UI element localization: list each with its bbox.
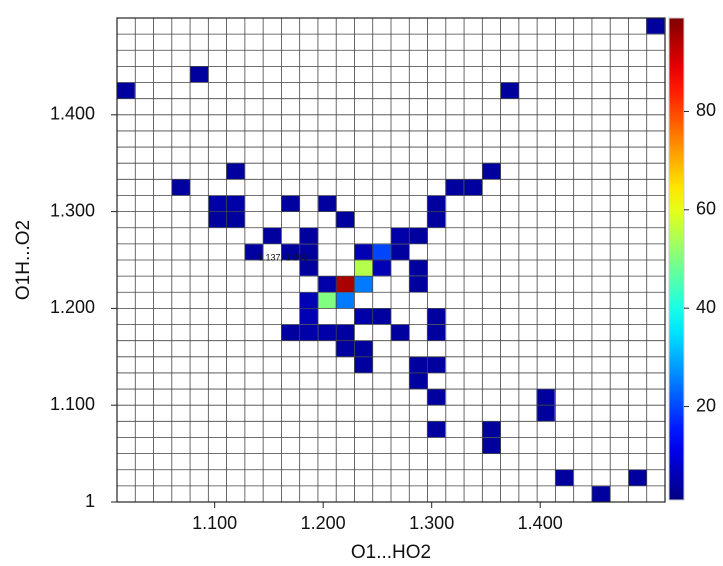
heatmap-cell: [354, 308, 373, 325]
heatmap-cell: [263, 227, 282, 244]
heatmap-cell: [409, 276, 428, 293]
heatmap-cell: [116, 82, 135, 99]
heatmap-cell: [299, 259, 319, 276]
heatmap-cell: [354, 276, 373, 293]
heatmap-cell: [299, 292, 319, 309]
heatmap-cell: [536, 404, 555, 422]
heatmap-cell: [391, 244, 410, 261]
heatmap-cell: [226, 162, 245, 180]
heatmap-cell: [372, 308, 391, 325]
heatmap-cell: [500, 82, 519, 99]
heatmap-cell: [299, 308, 319, 325]
heatmap-cell: [426, 356, 446, 373]
heatmap-cell: [426, 211, 446, 228]
colorbar-tick-label: 20: [696, 395, 716, 415]
heatmap-cell: [354, 244, 373, 261]
y-tick-label: 1.400: [50, 104, 95, 124]
y-tick-label: 1.100: [50, 394, 95, 414]
heatmap-cell: [354, 340, 373, 358]
heatmap-cell: [445, 179, 464, 196]
heatmap-cell: [281, 324, 300, 341]
colorbar-tick-label: 40: [696, 297, 716, 317]
heatmap-cell: [426, 308, 446, 325]
x-axis-title: O1...HO2: [351, 542, 431, 563]
heatmap-cell: [318, 195, 337, 212]
heatmap-cell: [426, 421, 446, 438]
heatmap-cell: [409, 227, 428, 244]
heatmap-cell: [409, 259, 428, 276]
heatmap-cell: [318, 276, 337, 293]
heatmap-cell: [536, 389, 555, 406]
heatmap-cell: [646, 17, 665, 34]
annotation: 1.137, 1.260: [258, 252, 308, 262]
heatmap-cell: [226, 211, 245, 228]
heatmap-cell: [554, 469, 574, 486]
heatmap-cell: [318, 292, 337, 309]
colorbar: [668, 17, 685, 501]
y-axis-title: O1H...O2: [13, 220, 34, 300]
colorbar-tick-label: 80: [696, 100, 716, 120]
y-tick-label: 1.300: [50, 200, 95, 220]
heatmap-cell: [426, 195, 446, 212]
heatmap-cell: [299, 227, 319, 244]
x-tick-label: 1.400: [518, 513, 563, 533]
heatmap-cell: [482, 162, 501, 180]
heatmap-cell: [409, 356, 428, 373]
heatmap-cell: [335, 292, 355, 309]
heatmap-cell: [426, 389, 446, 406]
heatmap-cell: [208, 195, 228, 212]
colorbar-tick-label: 60: [696, 199, 716, 219]
heatmap-cell: [335, 324, 355, 341]
heatmap-cell: [299, 244, 319, 261]
heatmap-cell: [391, 227, 410, 244]
heatmap-cell: [318, 324, 337, 341]
heatmap-cell: [335, 211, 355, 228]
heatmap-cell: [208, 211, 228, 228]
heatmap-cell: [281, 195, 300, 212]
heatmap-cell: [244, 244, 263, 261]
x-tick-label: 1.100: [192, 513, 237, 533]
heatmap-cell: [372, 259, 391, 276]
heatmap-cell: [463, 179, 483, 196]
heatmap-cell: [171, 179, 191, 196]
heatmap-cell: [391, 324, 410, 341]
heatmap-cell: [628, 469, 648, 486]
heatmap-cell: [591, 486, 611, 503]
heatmap-cell: [335, 340, 355, 358]
heatmap-cell: [372, 244, 391, 261]
y-tick-label: 1: [85, 491, 95, 511]
heatmap-cell: [426, 324, 446, 341]
heatmap-cell: [482, 421, 501, 438]
x-tick-label: 1.200: [301, 513, 346, 533]
x-tick-label: 1.300: [409, 513, 454, 533]
heatmap-cell: [354, 259, 373, 276]
heatmap-cell: [226, 195, 245, 212]
heatmap-cell: [482, 437, 501, 454]
heatmap-cell: [281, 244, 300, 261]
plot-frame: [116, 17, 666, 503]
heatmap-cell: [354, 356, 373, 373]
heatmap-cell: [335, 276, 355, 293]
heatmap-cell: [190, 66, 209, 83]
y-tick-label: 1.200: [50, 297, 95, 317]
heatmap-cell: [299, 324, 319, 341]
heatmap-cell: [409, 372, 428, 390]
